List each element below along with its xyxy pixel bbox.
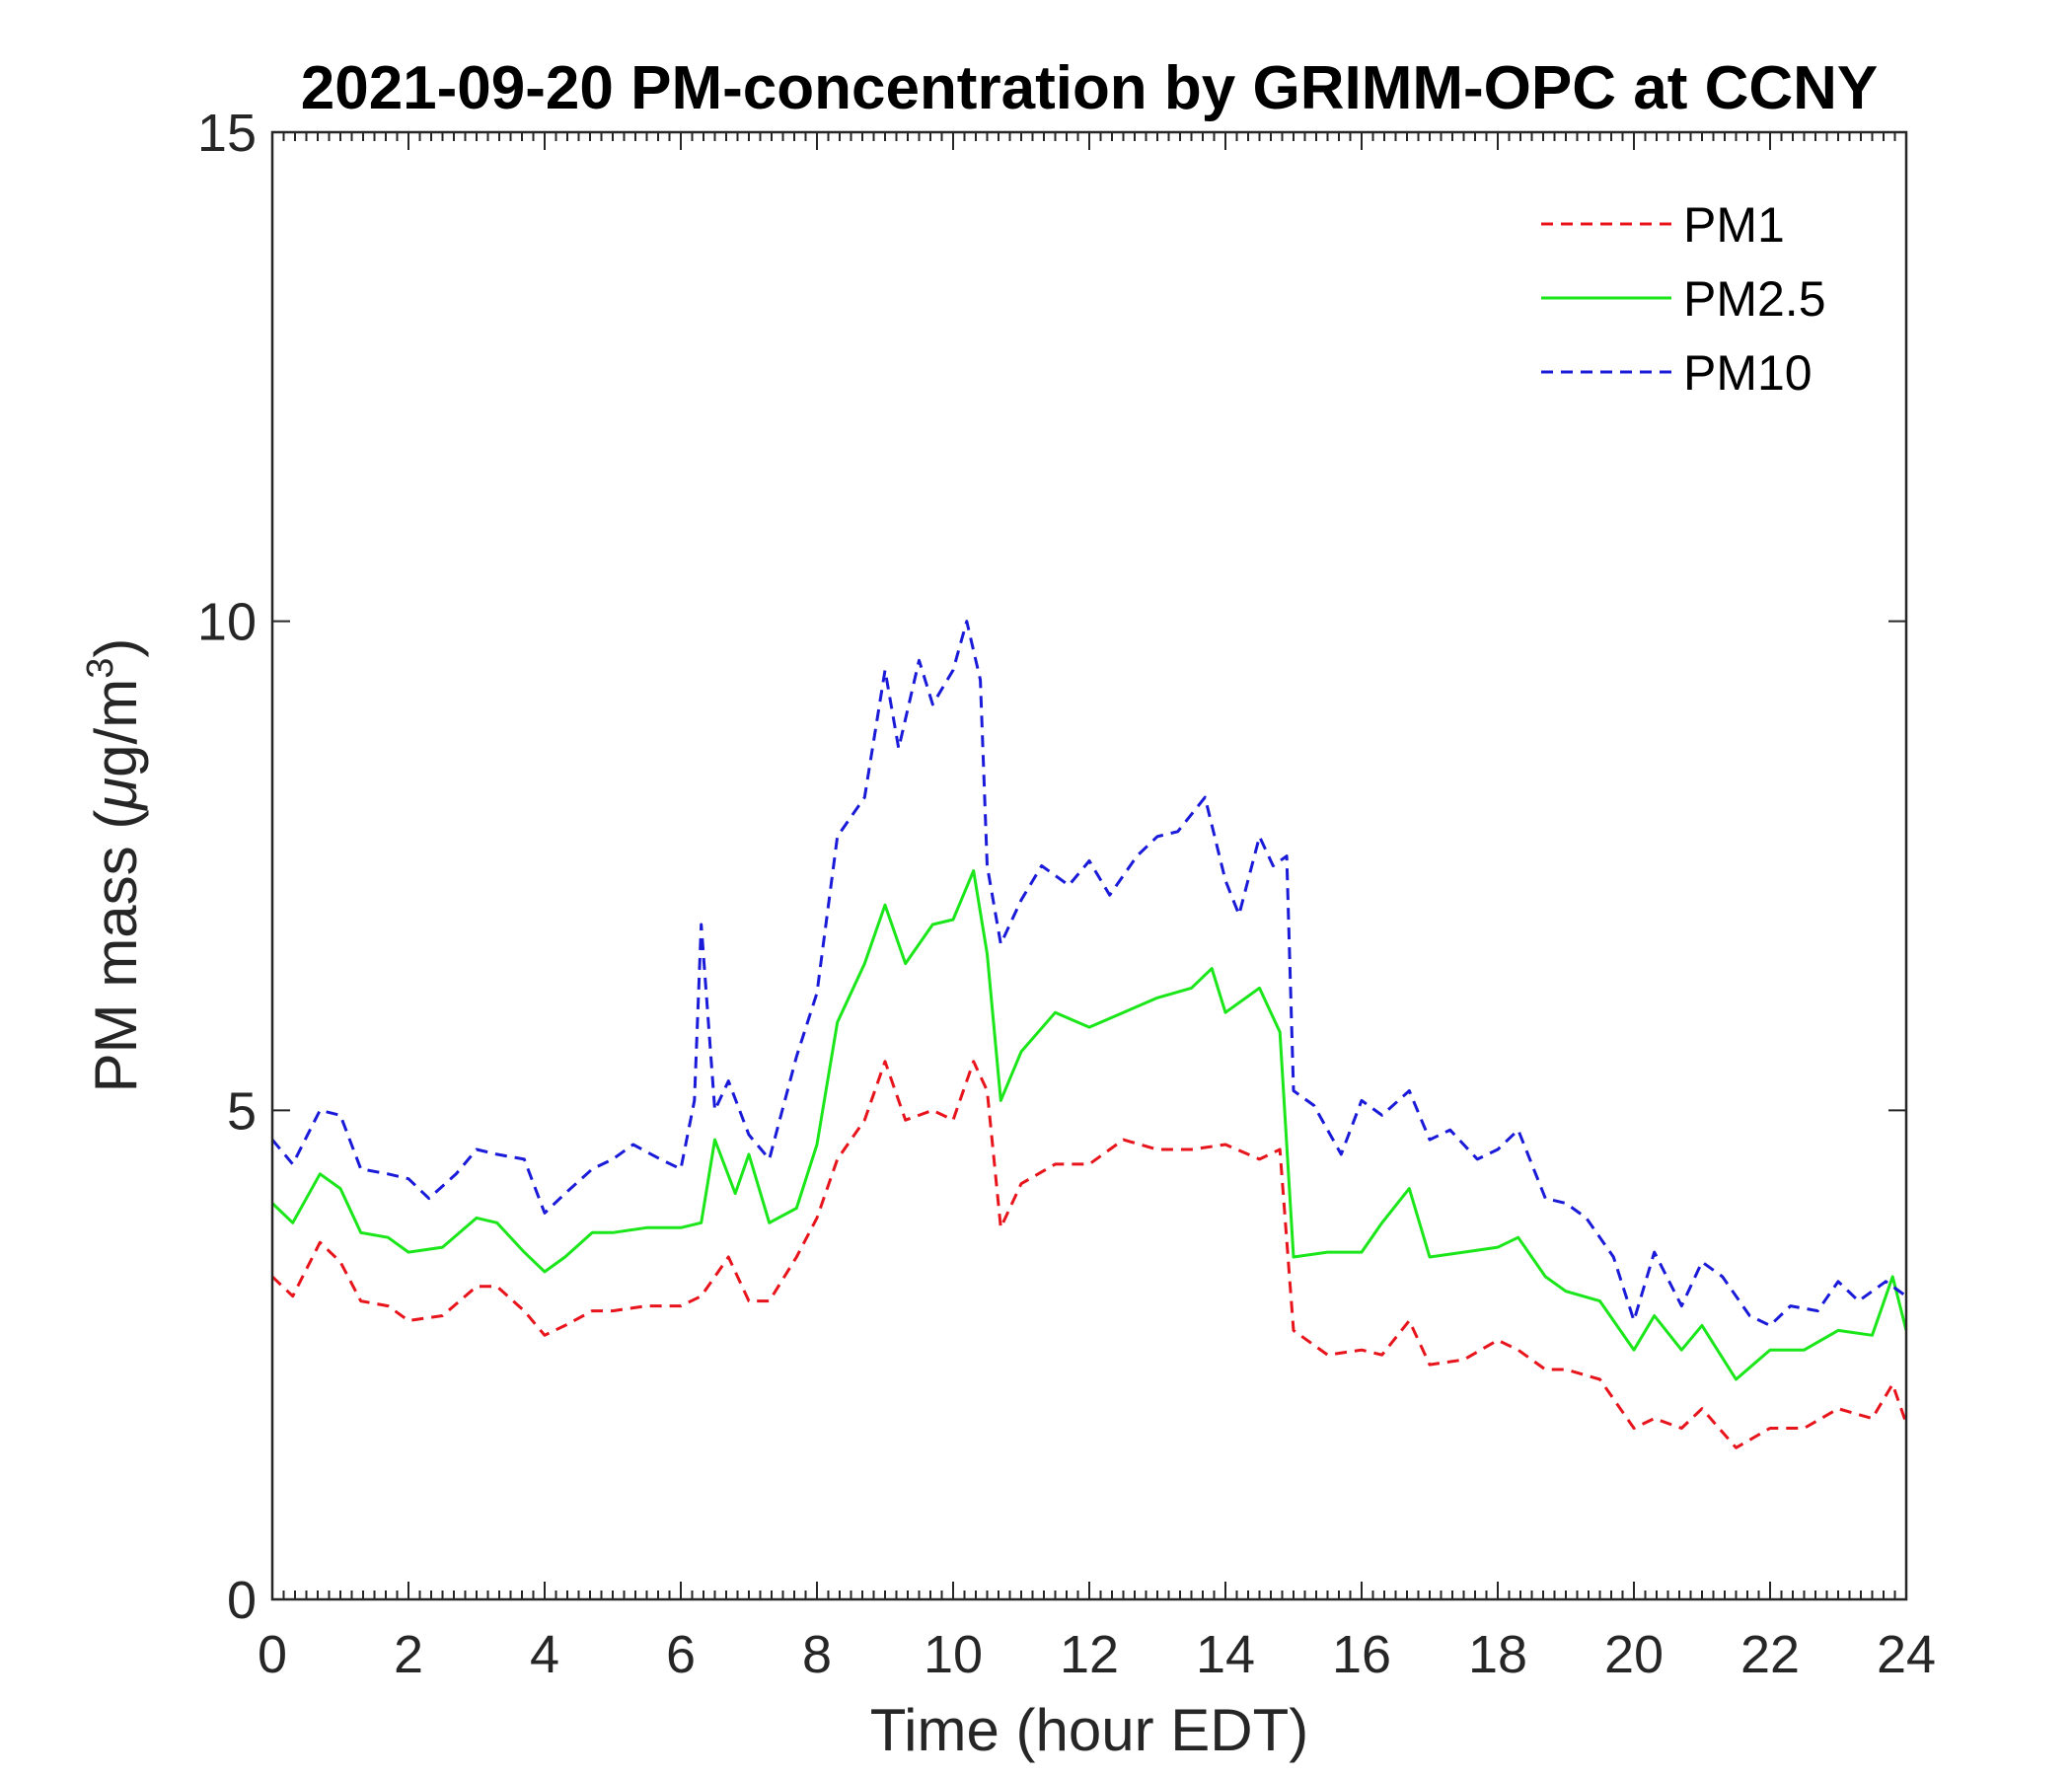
- y-tick-label: 10: [197, 593, 257, 652]
- series-line-pm10: [270, 620, 1907, 1327]
- x-tick-label: 22: [1740, 1625, 1800, 1684]
- y-tick-label: 0: [227, 1571, 257, 1630]
- x-tick-label: 4: [530, 1625, 559, 1684]
- x-tick-label: 12: [1060, 1625, 1119, 1684]
- x-tick-label: 24: [1877, 1625, 1936, 1684]
- y-axis-label: PM mass (μg/m3): [80, 638, 149, 1093]
- x-tick-label: 20: [1604, 1625, 1664, 1684]
- x-axis: 0 2 4 6 8 10 12 14 16 18 20 22 24: [258, 132, 1936, 1684]
- x-axis-label: Time (hour EDT): [870, 1697, 1309, 1763]
- legend-label: PM2.5: [1683, 271, 1826, 327]
- x-tick-label: 8: [802, 1625, 832, 1684]
- x-tick-label: 16: [1332, 1625, 1391, 1684]
- x-tick-label: 2: [394, 1625, 423, 1684]
- plot-frame: [270, 130, 1908, 1601]
- series-line-pm25: [270, 869, 1908, 1381]
- series-line-pm1: [270, 1060, 1908, 1449]
- legend: PM1 PM2.5 PM10: [1541, 197, 1826, 401]
- x-tick-label: 10: [924, 1625, 983, 1684]
- plot-lines: [270, 620, 1908, 1449]
- legend-label: PM1: [1683, 197, 1785, 253]
- x-tick-label: 6: [666, 1625, 696, 1684]
- chart-title: 2021-09-20 PM-concentration by GRIMM-OPC…: [301, 54, 1879, 122]
- x-tick-label: 18: [1468, 1625, 1527, 1684]
- y-tick-label: 15: [197, 104, 257, 163]
- legend-label: PM10: [1683, 345, 1813, 401]
- x-tick-label: 14: [1196, 1625, 1255, 1684]
- x-tick-label: 0: [258, 1625, 287, 1684]
- axis-box: [270, 130, 1908, 1601]
- y-tick-label: 5: [227, 1081, 257, 1141]
- labels: 2021-09-20 PM-concentration by GRIMM-OPC…: [80, 54, 1878, 1763]
- y-axis: 0 5 10 15: [197, 104, 1906, 1630]
